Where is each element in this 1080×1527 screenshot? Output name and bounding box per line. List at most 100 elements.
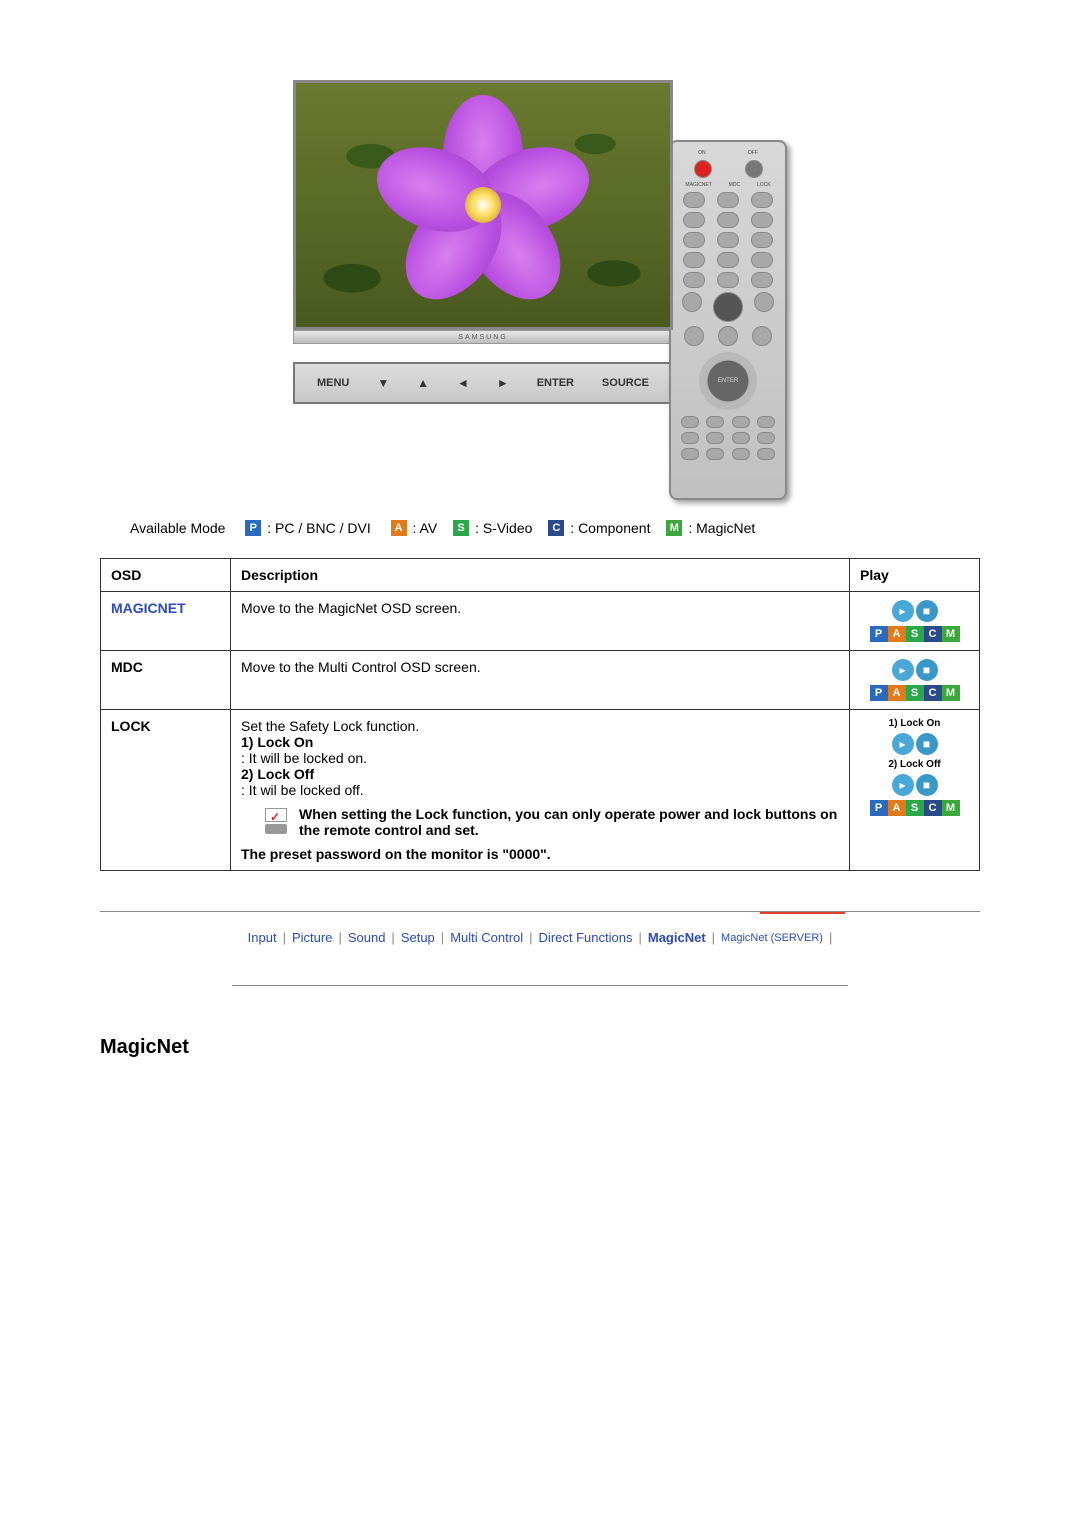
table-row: MDC Move to the Multi Control OSD screen…	[101, 651, 980, 710]
remote-button[interactable]	[717, 232, 739, 248]
tv-button-bar: MENU ▼ ▲ ◄ ► ENTER SOURCE	[293, 362, 673, 404]
badge-a-icon: A	[391, 520, 407, 536]
remote-button[interactable]	[717, 192, 739, 208]
remote-control: ONOFF MAGICNETMDCLOCK	[669, 140, 787, 500]
remote-button[interactable]	[683, 192, 705, 208]
monitor-check-icon: ✓	[261, 806, 291, 834]
nav-separator: |	[829, 930, 832, 945]
remote-button[interactable]	[681, 448, 699, 460]
lock-opt2-title: 2) Lock Off	[241, 766, 314, 782]
play-label-lockon: 1) Lock On	[889, 718, 941, 729]
remote-button[interactable]	[682, 292, 702, 312]
remote-button[interactable]	[754, 292, 774, 312]
remote-button[interactable]	[732, 448, 750, 460]
nav-input[interactable]: Input	[248, 930, 277, 945]
remote-power-on[interactable]	[694, 160, 712, 178]
remote-button[interactable]	[757, 416, 775, 428]
tv-and-remote: SAMSUNG MENU ▼ ▲ ◄ ► ENTER SOURCE ONOFF …	[100, 80, 980, 500]
remote-button[interactable]	[706, 416, 724, 428]
play-cell: 1) Lock On ▸ ■ 2) Lock Off ▸ ■ PASCM	[860, 718, 969, 816]
active-tab-indicator	[760, 912, 845, 914]
osd-table: OSD Description Play MAGICNET Move to th…	[100, 558, 980, 871]
remote-button[interactable]	[717, 212, 739, 228]
nav-sound[interactable]: Sound	[348, 930, 386, 945]
remote-button[interactable]	[751, 232, 773, 248]
remote-button[interactable]	[718, 326, 738, 346]
nav-setup[interactable]: Setup	[401, 930, 435, 945]
remote-button[interactable]	[717, 252, 739, 268]
tv-source-button[interactable]: SOURCE	[602, 377, 649, 389]
remote-button[interactable]	[683, 252, 705, 268]
nav-direct-functions[interactable]: Direct Functions	[539, 930, 633, 945]
remote-button[interactable]	[684, 326, 704, 346]
remote-button[interactable]	[706, 448, 724, 460]
tv-left-button[interactable]: ◄	[457, 376, 469, 390]
nav-picture[interactable]: Picture	[292, 930, 332, 945]
play-label-lockoff: 2) Lock Off	[888, 759, 940, 770]
remote-button[interactable]	[706, 432, 724, 444]
badge-s-icon: S	[453, 520, 469, 536]
nav-magicnet-server[interactable]: MagicNet (SERVER)	[721, 932, 823, 944]
remote-button[interactable]	[757, 432, 775, 444]
remote-button[interactable]	[757, 448, 775, 460]
tv-down-button[interactable]: ▼	[377, 376, 389, 390]
tv-up-button[interactable]: ▲	[417, 376, 429, 390]
remote-button[interactable]	[732, 432, 750, 444]
lock-opt2-desc: : It wil be locked off.	[241, 782, 839, 798]
lock-preset: The preset password on the monitor is "0…	[241, 846, 551, 862]
remote-button[interactable]	[751, 192, 773, 208]
remote-button[interactable]	[717, 272, 739, 288]
remote-power-off[interactable]	[745, 160, 763, 178]
remote-button[interactable]	[752, 326, 772, 346]
remote-enter-ring[interactable]	[699, 352, 757, 410]
legend-m: : MagicNet	[688, 520, 755, 536]
mode-strip-icon: PASCM	[870, 626, 960, 642]
remote-button[interactable]	[713, 292, 743, 322]
nav-magicnet[interactable]: MagicNet	[648, 930, 706, 945]
mode-strip-icon: PASCM	[870, 685, 960, 701]
play-cell: ▸ ■ PASCM	[860, 600, 969, 642]
remote-button[interactable]	[683, 272, 705, 288]
tv-right-button[interactable]: ►	[497, 376, 509, 390]
table-row: LOCK Set the Safety Lock function. 1) Lo…	[101, 710, 980, 871]
desc-magicnet: Move to the MagicNet OSD screen.	[231, 592, 850, 651]
header-play: Play	[850, 559, 980, 592]
stop-icon[interactable]: ■	[916, 774, 938, 796]
nav-separator: |	[529, 930, 532, 945]
nav-tabs: Input | Picture | Sound | Setup | Multi …	[100, 930, 980, 945]
legend-p: : PC / BNC / DVI	[267, 520, 370, 536]
remote-button[interactable]	[681, 416, 699, 428]
remote-button[interactable]	[732, 416, 750, 428]
tv-brand: SAMSUNG	[293, 330, 673, 344]
lock-note: When setting the Lock function, you can …	[299, 806, 839, 838]
play-icon[interactable]: ▸	[892, 733, 914, 755]
tv-enter-button[interactable]: ENTER	[537, 377, 574, 389]
remote-button[interactable]	[683, 212, 705, 228]
lock-intro: Set the Safety Lock function.	[241, 718, 839, 734]
osd-mdc: MDC	[101, 651, 231, 710]
lock-opt1-desc: : It will be locked on.	[241, 750, 839, 766]
remote-button[interactable]	[751, 252, 773, 268]
remote-button[interactable]	[751, 272, 773, 288]
remote-button[interactable]	[751, 212, 773, 228]
nav-separator: |	[441, 930, 444, 945]
play-icon[interactable]: ▸	[892, 600, 914, 622]
stop-icon[interactable]: ■	[916, 600, 938, 622]
available-mode-legend: Available Mode P : PC / BNC / DVI A : AV…	[130, 520, 980, 536]
stop-icon[interactable]: ■	[916, 733, 938, 755]
tv-menu-button[interactable]: MENU	[317, 377, 349, 389]
play-icon[interactable]: ▸	[892, 659, 914, 681]
nav-separator: |	[712, 930, 715, 945]
tv-monitor: SAMSUNG MENU ▼ ▲ ◄ ► ENTER SOURCE	[293, 80, 673, 500]
remote-button[interactable]	[681, 432, 699, 444]
table-row: MAGICNET Move to the MagicNet OSD screen…	[101, 592, 980, 651]
play-icon[interactable]: ▸	[892, 774, 914, 796]
desc-mdc: Move to the Multi Control OSD screen.	[231, 651, 850, 710]
remote-button[interactable]	[683, 232, 705, 248]
stop-icon[interactable]: ■	[916, 659, 938, 681]
nav-multi-control[interactable]: Multi Control	[450, 930, 523, 945]
nav-separator: |	[638, 930, 641, 945]
nav-separator: |	[338, 930, 341, 945]
divider	[232, 985, 848, 986]
tv-screen	[293, 80, 673, 330]
